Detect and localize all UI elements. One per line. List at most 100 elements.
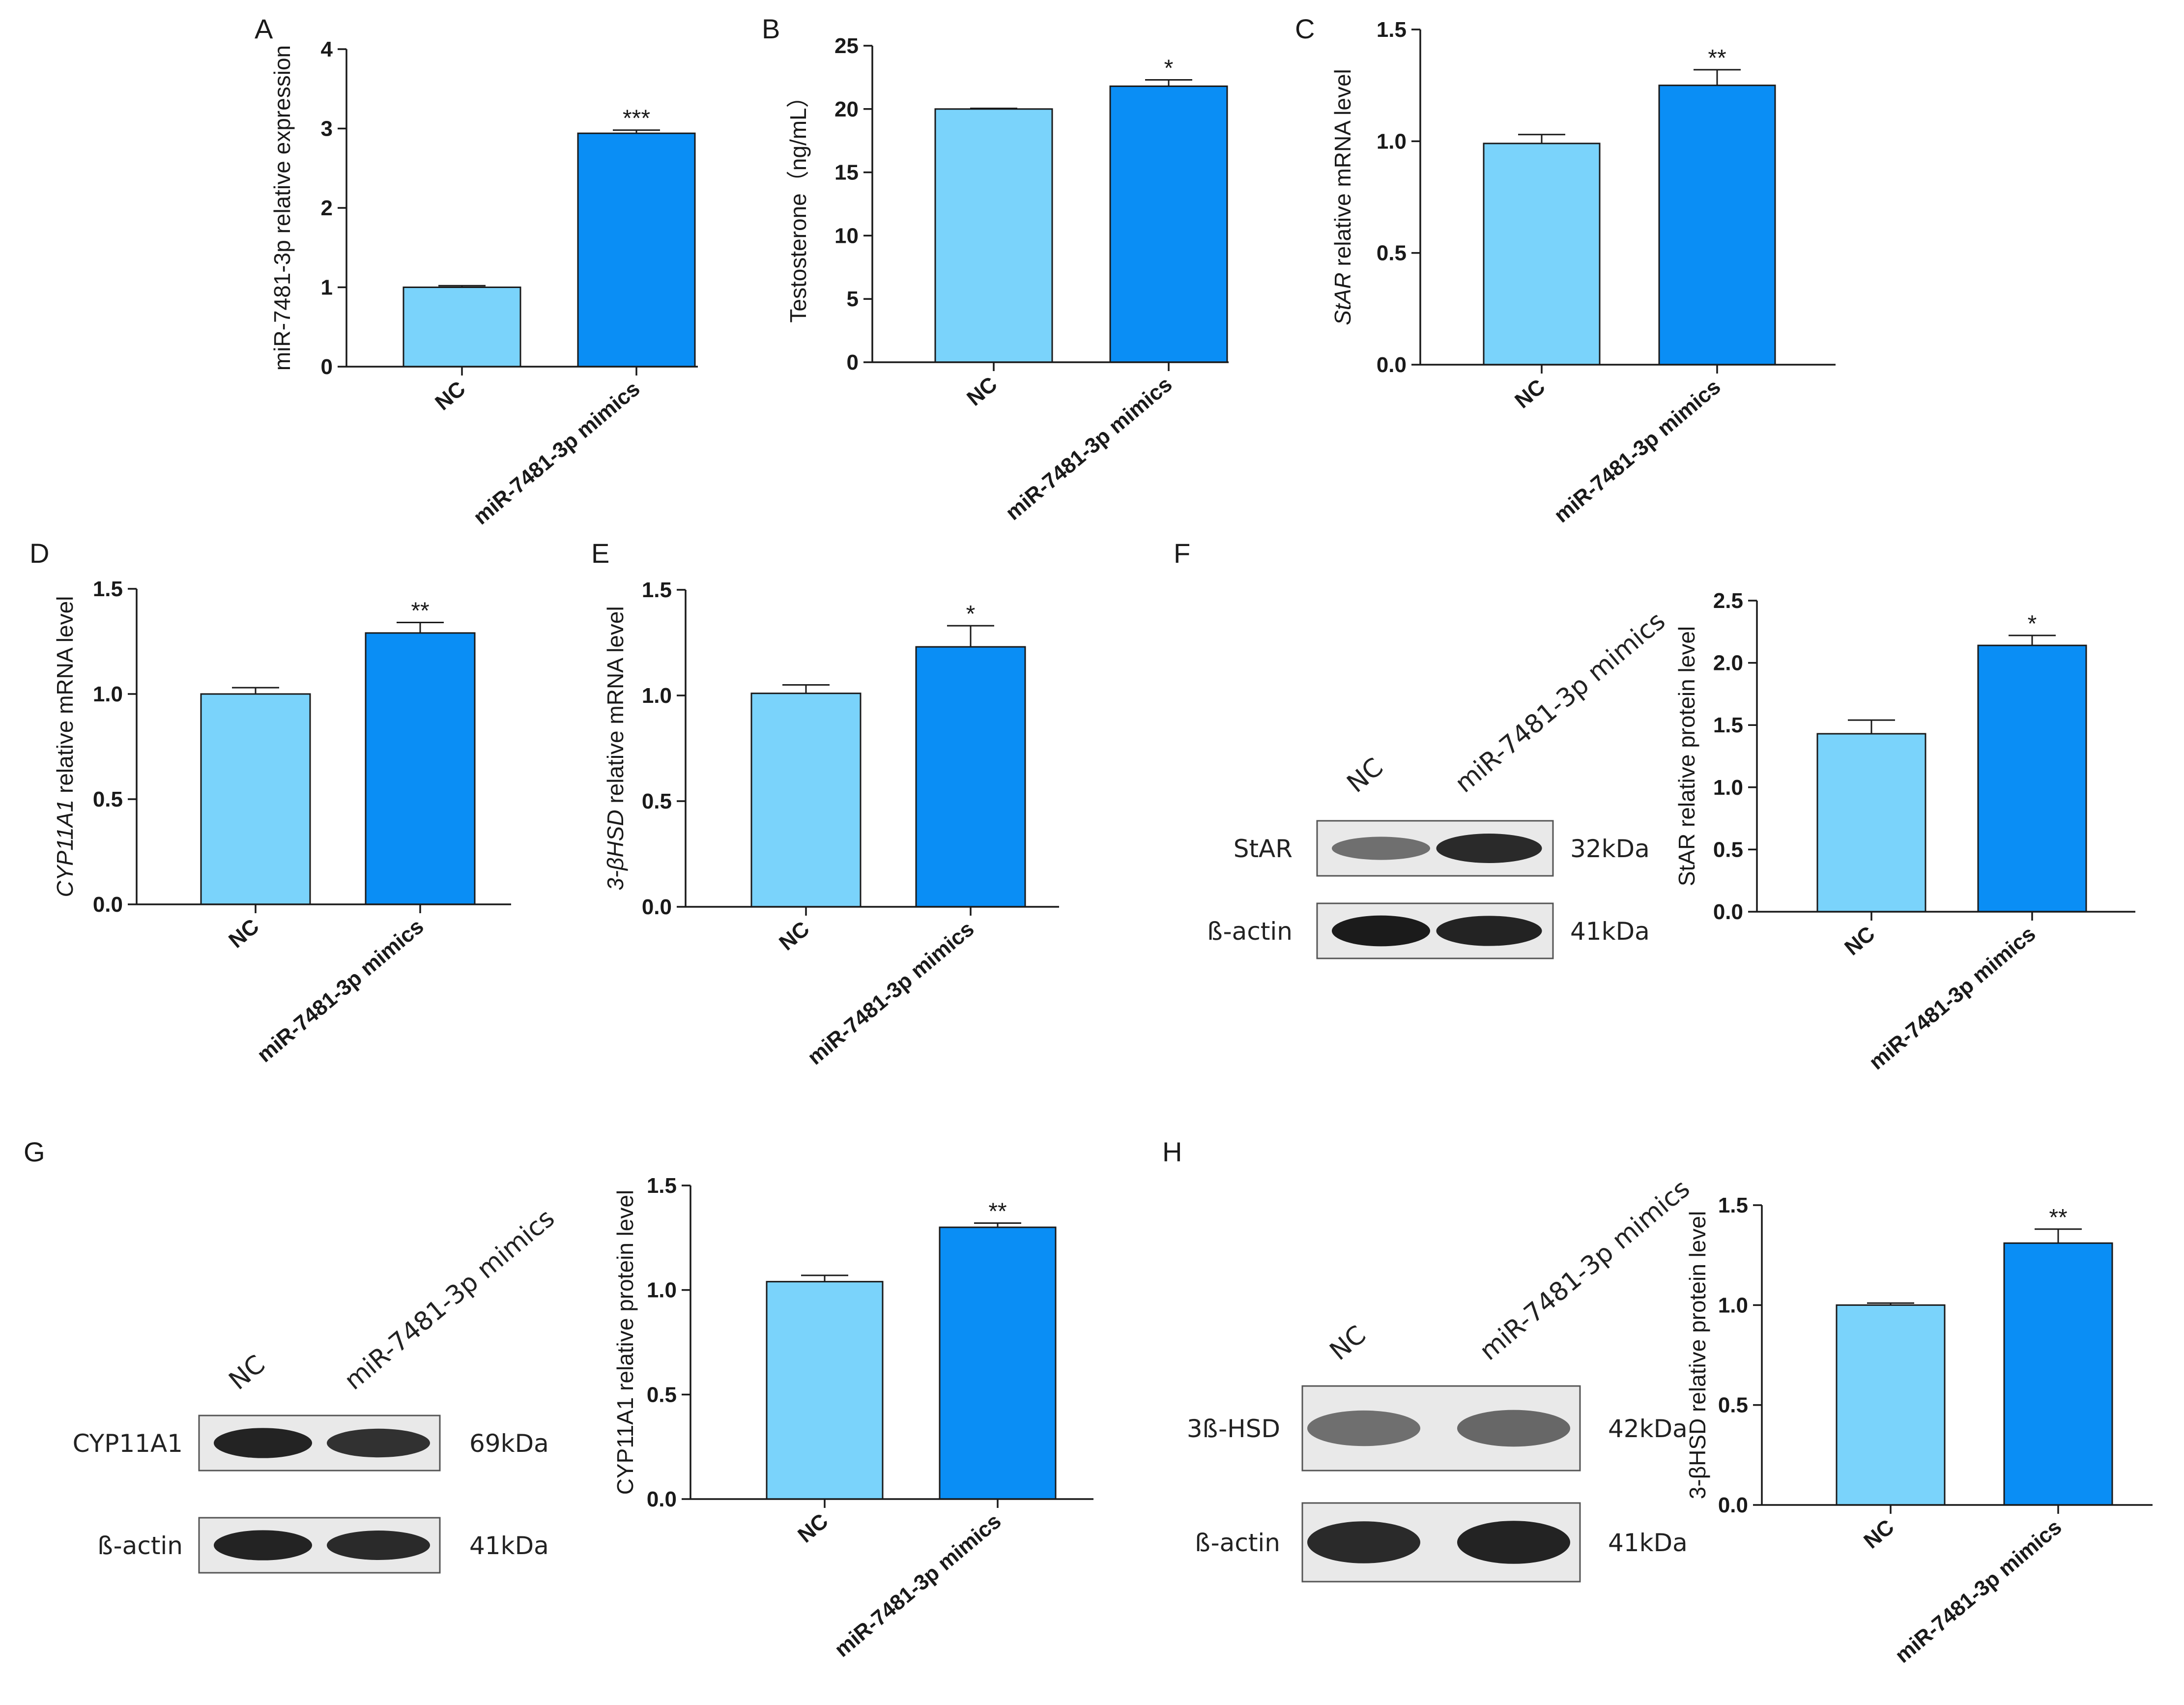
y-tick-label: 1.5	[1377, 18, 1407, 42]
panel-label: D	[29, 538, 49, 569]
blot-size-label: 41kDa	[1608, 1529, 1688, 1557]
bar-mimics	[1109, 85, 1228, 363]
y-tick-label: 0.0	[647, 1487, 677, 1511]
y-tick-label: 0.5	[1377, 241, 1407, 265]
y-tick-label: 5	[847, 287, 859, 311]
y-tick-label: 0.0	[1718, 1493, 1748, 1517]
bar-nc	[1483, 143, 1601, 366]
x-category-label: miR-7481-3p mimics	[1891, 1515, 2066, 1668]
blot-lane-label: miR-7481-3p mimics	[1474, 1174, 1695, 1366]
significance-marker: ***	[623, 106, 650, 132]
x-category-label: miR-7481-3p mimics	[1865, 922, 2040, 1074]
x-category-label: miR-7481-3p mimics	[469, 376, 644, 529]
panel-f-western-blot: NC miR-7481-3p mimics StAR 32kDa ß-actin 41kD…	[1207, 606, 1671, 959]
x-category-label: miR-7481-3p mimics	[1550, 375, 1725, 527]
x-category-label: NC	[775, 917, 814, 955]
y-tick-label: 1.0	[93, 682, 123, 706]
y-tick-label: 0.0	[642, 895, 672, 919]
y-tick-label: 1.0	[1718, 1293, 1748, 1317]
y-tick-label: 0.0	[1377, 353, 1407, 377]
significance-marker: **	[2049, 1205, 2067, 1231]
x-category-label: miR-7481-3p mimics	[803, 917, 978, 1069]
y-tick-label: 1.5	[93, 577, 123, 601]
x-category-label: NC	[793, 1509, 833, 1547]
panel-label: A	[255, 13, 273, 44]
y-tick-label: 0.0	[1713, 900, 1743, 924]
y-axis-title: Testosterone（ng/mL）	[785, 85, 811, 322]
blot-size-label: 32kDa	[1570, 835, 1650, 863]
blot-size-label: 69kDa	[469, 1429, 549, 1458]
blot-band	[214, 1428, 312, 1458]
blot-size-label: 41kDa	[469, 1532, 549, 1560]
blot-lane-label: NC	[1324, 1320, 1372, 1366]
y-tick-label: 0	[321, 355, 333, 379]
y-tick-label: 1.5	[1713, 713, 1743, 737]
blot-band	[1307, 1410, 1420, 1446]
y-tick-label: 25	[834, 34, 859, 58]
y-tick-label: 10	[834, 224, 859, 248]
blot-band	[1332, 837, 1430, 860]
blot-protein-label: CYP11A1	[73, 1429, 183, 1458]
y-tick-label: 1.0	[642, 684, 672, 708]
panel-label: H	[1162, 1136, 1182, 1167]
blot-lane-label: NC	[224, 1350, 271, 1396]
bar-mimics	[365, 632, 476, 905]
y-tick-label: 0.5	[1718, 1393, 1748, 1417]
y-tick-label: 1.5	[642, 578, 672, 602]
bar-mimics	[2003, 1242, 2113, 1506]
y-tick-label: 15	[834, 161, 859, 185]
bar-nc	[750, 693, 862, 908]
y-axis-title: CYP11A1 relative protein level	[612, 1190, 638, 1495]
blot-band	[1307, 1521, 1420, 1563]
blot-band	[327, 1531, 430, 1560]
blot-protein-label: ß-actin	[1195, 1529, 1280, 1557]
significance-marker: *	[2028, 611, 2037, 637]
panel-label: G	[24, 1136, 45, 1167]
bar-nc	[200, 693, 311, 905]
blot-row-1: ß-actin 41kDa	[1195, 1502, 1688, 1583]
blot-row-0: 3ß-HSD 42kDa	[1187, 1385, 1688, 1472]
y-axis-title: CYP11A1 relative mRNA level	[52, 596, 78, 897]
y-tick-label: 20	[834, 97, 859, 121]
blot-row-0: CYP11A1 69kDa	[73, 1415, 549, 1472]
y-axis-title: miR-7481-3p relative expression	[269, 45, 295, 371]
x-category-label: NC	[1859, 1515, 1898, 1553]
y-tick-label: 2.0	[1713, 651, 1743, 675]
y-tick-label: 0.0	[93, 893, 123, 917]
panel-label: C	[1295, 13, 1315, 44]
significance-marker: **	[988, 1199, 1006, 1225]
y-axis-title: 3-βHSD relative protein level	[1685, 1211, 1710, 1499]
y-tick-label: 1.5	[647, 1174, 677, 1198]
x-category-label: miR-7481-3p mimics	[253, 914, 428, 1067]
bar-mimics	[1977, 644, 2087, 913]
blot-lane-label: miR-7481-3p mimics	[339, 1203, 560, 1395]
blot-band	[214, 1530, 312, 1561]
y-tick-label: 0	[847, 350, 859, 375]
blot-row-0: StAR 32kDa	[1234, 820, 1650, 877]
y-tick-label: 0.5	[1713, 838, 1743, 862]
bar-mimics	[1658, 85, 1776, 366]
blot-protein-label: 3ß-HSD	[1187, 1415, 1280, 1443]
blot-band	[1332, 915, 1430, 947]
significance-marker: *	[966, 601, 976, 627]
y-tick-label: 1.0	[647, 1278, 677, 1302]
bar-mimics	[915, 646, 1026, 908]
blot-band	[1436, 916, 1542, 946]
blot-size-label: 42kDa	[1608, 1415, 1688, 1443]
x-category-label: NC	[1840, 922, 1879, 960]
blot-band	[327, 1428, 430, 1458]
significance-marker: **	[1708, 45, 1726, 71]
y-tick-label: 2	[321, 196, 333, 220]
blot-row-1: ß-actin 41kDa	[97, 1517, 549, 1574]
blot-band	[1457, 1410, 1570, 1447]
blot-band	[1436, 834, 1542, 863]
y-axis-title: StAR relative protein level	[1674, 626, 1699, 886]
y-tick-label: 0.5	[642, 789, 672, 813]
panel-g-western-blot: NC miR-7481-3p mimics CYP11A1 69kDa ß-actin 4…	[73, 1203, 560, 1574]
bar-mimics	[577, 132, 696, 368]
